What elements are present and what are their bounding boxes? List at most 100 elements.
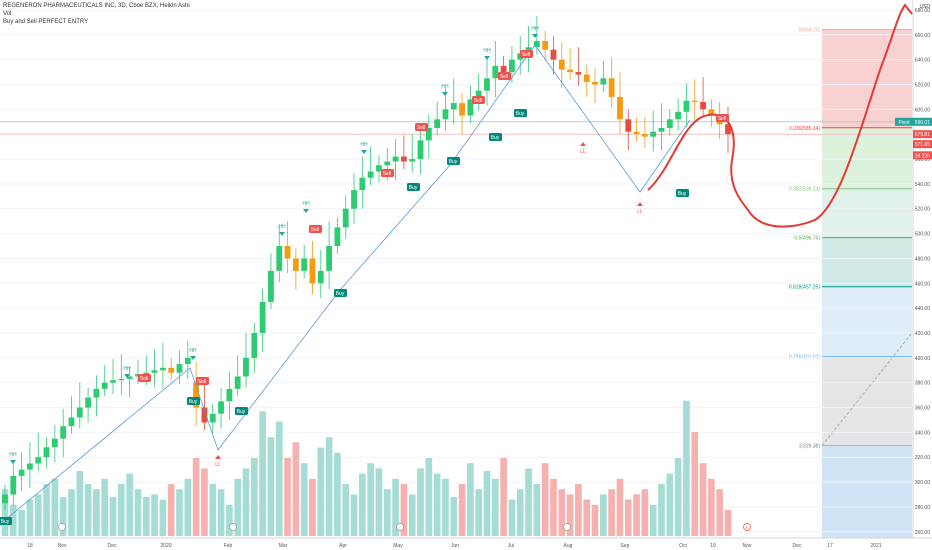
- candle-body: [592, 82, 598, 85]
- candle-body: [617, 96, 623, 120]
- candle-body: [600, 78, 607, 85]
- volume-bar: [566, 494, 574, 536]
- volume-bar: [541, 463, 549, 536]
- candle-body: [68, 417, 75, 427]
- candle-body: [326, 246, 333, 271]
- fib-retracement-zones: 0(664.15) 0.236(585.14) 0.382(536.13) 0.5(4…: [789, 28, 913, 538]
- volume-bar: [18, 510, 25, 536]
- volume-bar: [59, 497, 67, 536]
- candle-body: [18, 469, 25, 476]
- candle-body: [542, 41, 549, 50]
- hh-arrow-icon: [484, 56, 490, 60]
- candle-body: [359, 177, 366, 191]
- volume-bar: [350, 494, 358, 536]
- candle-body: [251, 332, 258, 358]
- buy-label: Buy: [409, 185, 418, 191]
- candle-body: [143, 372, 150, 374]
- time-tick-label: Jul: [508, 543, 514, 549]
- candle-body: [691, 100, 698, 102]
- sell-label: Sell: [383, 171, 391, 177]
- candle-body: [176, 364, 183, 373]
- fib-zone: [822, 188, 912, 238]
- time-tick-label: 19: [710, 543, 716, 549]
- sell-badge: [196, 377, 209, 385]
- volume-bar: [658, 484, 665, 536]
- volume-bar: [34, 494, 42, 536]
- candle-body: [376, 165, 382, 172]
- ll-label: LL: [215, 462, 221, 468]
- hh-label: HH: [278, 224, 286, 230]
- sell-label: Sell: [522, 52, 530, 58]
- volume-bar: [467, 463, 474, 536]
- candle-body: [475, 90, 482, 100]
- buy-badge: [676, 189, 689, 197]
- ll-arrow-icon: [637, 202, 643, 206]
- price-tick-label: 600.00: [915, 107, 931, 113]
- candle-body: [268, 270, 274, 302]
- price-tick-label: 300.00: [915, 480, 931, 486]
- volume-bar: [616, 478, 624, 536]
- volume-bar: [142, 497, 150, 536]
- signal-markers: HH HH HH HH HH HH HH HH HH LL LL LL Sell Sell Sell Sell…: [0, 26, 751, 531]
- time-tick-label: May: [393, 543, 403, 549]
- time-tick-label: Nov: [743, 543, 752, 549]
- volume-bar: [583, 499, 591, 536]
- candle-body: [218, 401, 224, 414]
- candle-body: [209, 413, 216, 423]
- volume-bar: [275, 421, 283, 536]
- price-tick-label: 620.00: [915, 82, 931, 88]
- time-tick-label: 18: [27, 543, 33, 549]
- price-tick-label: 460.00: [915, 281, 931, 287]
- buy-badge: [489, 133, 502, 141]
- price-tag-2-bg: [913, 130, 932, 139]
- volume-bar: [475, 489, 483, 536]
- price-tag-2: 579.81: [915, 132, 931, 138]
- candle-body: [76, 407, 83, 418]
- price-tick-label: 340.00: [915, 430, 931, 436]
- volume-bar: [591, 504, 599, 536]
- price-tick-label: 480.00: [915, 256, 931, 262]
- candle-body: [159, 367, 166, 371]
- fib-zone: [822, 445, 912, 538]
- volume-bar: [325, 437, 333, 536]
- symbol-title[interactable]: REGENERON PHARMACEUTICALS INC, 3D, Cboe …: [3, 3, 190, 9]
- candle-body: [658, 127, 665, 132]
- volume-bar: [525, 468, 532, 536]
- volume-bar: [267, 437, 275, 536]
- buy-label: Buy: [449, 159, 458, 165]
- time-tick-label: Apr: [339, 543, 347, 549]
- hh-arrow-icon: [124, 374, 130, 378]
- price-tick-label: 260.00: [915, 530, 931, 536]
- ll-arrow-icon: [580, 142, 586, 146]
- time-tick-label: Sep: [621, 543, 630, 549]
- volume-bar: [109, 497, 117, 536]
- sell-badge: [716, 114, 729, 122]
- volume-bar: [93, 489, 100, 536]
- price-tick-label: 680.00: [915, 8, 931, 14]
- candle-body: [434, 119, 441, 128]
- volume-bar: [226, 504, 233, 536]
- candle-body: [700, 101, 706, 110]
- volume-bar: [450, 497, 458, 536]
- volume-bar: [159, 499, 167, 536]
- candle-body: [392, 156, 399, 162]
- time-tick-label: 2020: [160, 543, 171, 549]
- volume-bar: [392, 478, 399, 536]
- strategy-indicator-label[interactable]: Buy and Sell PERFECT ENTRY: [3, 19, 89, 25]
- volume-bar: [683, 400, 690, 536]
- volume-bar: [433, 473, 441, 536]
- candle-body: [484, 78, 490, 91]
- sell-label: Sell: [718, 116, 726, 122]
- volume-bar: [550, 478, 557, 536]
- last-price-tag-bg: [913, 117, 932, 126]
- buy-label: Buy: [1, 519, 10, 525]
- volume-bar: [491, 478, 499, 536]
- time-tick-label: Dec: [108, 543, 117, 549]
- candle-body: [550, 49, 557, 60]
- price-tick-label: 500.00: [915, 232, 931, 238]
- candle-body: [558, 59, 565, 70]
- volume-indicator-label[interactable]: Vol: [3, 11, 12, 17]
- pivot-tag: Pivot: [898, 120, 910, 126]
- chart-grid: [0, 9, 912, 533]
